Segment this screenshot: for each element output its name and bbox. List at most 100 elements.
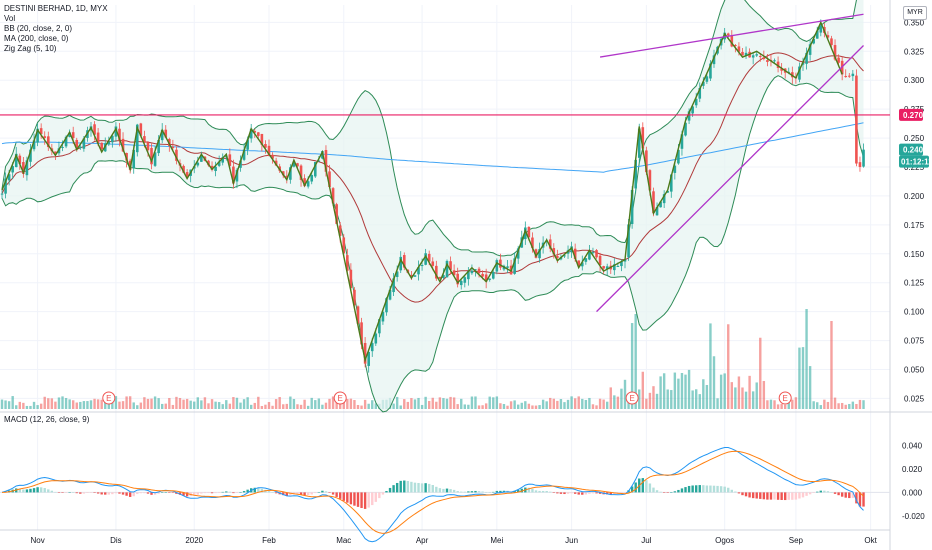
volume-bar [353,400,356,409]
volume-bars [0,309,865,409]
volume-bar [851,401,855,409]
candle-body [773,60,776,62]
candle-body [29,149,32,162]
macd-histogram-bar [22,489,25,493]
macd-histogram-bar [299,492,303,495]
macd-histogram-bar [424,483,427,493]
candle-body [702,81,705,86]
legend-vol[interactable]: Vol [4,14,16,23]
time-tick-label: Mac [336,536,351,545]
legend-ma[interactable]: MA (200, close, 0) [4,34,69,43]
candle-body [805,52,808,64]
macd-histogram-bar [492,491,495,493]
price-axis[interactable]: 0.3500.3250.3000.2750.2500.2250.2000.175… [904,18,925,403]
candle-body [402,255,406,268]
volume-bar [620,388,623,409]
volume-bar [146,398,150,409]
macd-histogram-bar [794,492,798,500]
candle-body [506,266,509,268]
candle-body [470,270,474,274]
candle-body [378,319,381,334]
macd-histogram-bar [759,492,762,499]
candle-body [588,251,591,260]
legend-zigzag[interactable]: Zig Zag (5, 10) [4,44,57,53]
volume-bar [25,405,29,409]
macd-histogram-bar [734,491,737,493]
macd-histogram-bar [798,492,801,499]
candle-body [548,239,552,249]
macd-axis[interactable]: 0.040 0.020 0.000 -0.020 [902,441,925,521]
volume-bar [616,396,620,409]
volume-bar [64,397,68,409]
macd-histogram-bar [481,491,484,493]
volume-bar [844,404,847,409]
volume-bar [634,314,637,409]
candle-body [645,150,648,173]
candle-body [766,60,769,62]
macd-legend[interactable]: MACD (12, 26, close, 9) [4,415,90,424]
volume-bar [68,399,71,409]
candle-body [217,161,221,166]
volume-bar [766,400,769,409]
volume-bar [684,374,687,409]
lower-trendline[interactable] [596,45,864,313]
volume-bar [488,396,491,409]
volume-bar [410,398,413,409]
volume-bar [128,396,132,409]
macd-histogram-bar [317,492,321,493]
macd-histogram-bar [559,492,563,494]
legend-bb[interactable]: BB (20, close, 2, 0) [4,24,73,33]
price-tick-label: 0.325 [904,47,925,56]
candle-body [114,126,118,137]
macd-histogram-bar [210,492,214,494]
candle-body [684,122,687,136]
volume-bar [484,403,488,409]
candle-body [11,166,14,173]
volume-bar [545,401,548,409]
upper-trendline[interactable] [599,13,864,58]
volume-bar [118,401,121,409]
macd-histogram-bar [225,491,228,493]
candle-body [709,63,712,79]
macd-histogram-bar [730,489,733,493]
candle-body [303,178,306,187]
volume-bar [4,400,7,409]
macd-histogram-bar [477,491,481,493]
volume-bar [207,403,210,409]
volume-bar [652,386,655,409]
macd-histogram-bar [164,492,167,493]
currency-button[interactable]: MYR [903,6,927,20]
time-tick-label: Apr [416,536,429,545]
candle-body [118,128,121,141]
candle-body [812,38,815,44]
candle-body [495,260,499,272]
candle-body [584,258,588,262]
volume-bar [840,402,844,409]
volume-bar [819,405,822,409]
macd-histogram-bar [100,492,103,495]
bollinger-lower-band [1,75,864,413]
volume-bar [609,387,612,409]
macd-histogram-bar [712,485,716,493]
volume-bar [495,396,499,409]
macd-histogram-bar [121,492,125,495]
macd-tick-label: 0.000 [902,488,923,497]
volume-bar [787,402,790,409]
macd-histogram-bar [556,492,559,494]
candle-body [139,123,143,136]
macd-histogram-bar [773,492,776,500]
macd-histogram-bar [36,487,39,493]
candle-body [281,171,285,176]
volume-bar [531,405,534,409]
candle-body [61,146,64,148]
volume-bar [196,397,199,409]
candle-body [79,146,82,148]
macd-histogram-bar [620,492,623,494]
volume-bar [185,398,189,409]
time-axis[interactable]: Nov Dis 2020 Feb Mac Apr Mei Jun Jul Ogos Sep Okt [30,536,877,545]
candle-body [171,146,175,148]
volume-bar [474,396,477,409]
macd-histogram-bar [331,492,335,495]
macd-histogram-bar [791,492,794,500]
